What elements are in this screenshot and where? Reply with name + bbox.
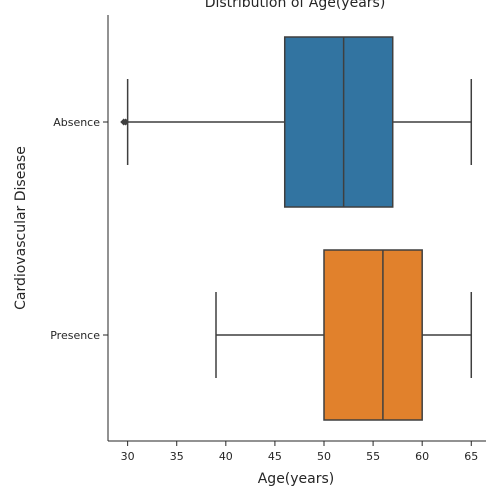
y-axis-label: Cardiovascular Disease xyxy=(13,146,29,310)
x-tick-label: 60 xyxy=(415,450,429,463)
x-tick-label: 40 xyxy=(219,450,233,463)
box-presence xyxy=(215,249,473,421)
iqr-box xyxy=(283,36,394,208)
x-tick-label: 30 xyxy=(121,450,135,463)
chart-title: Distribution of Age(years) xyxy=(205,0,386,11)
y-tick-label: Presence xyxy=(50,329,100,342)
x-tick-label: 65 xyxy=(464,450,478,463)
box-absence xyxy=(120,36,473,208)
x-tick-label: 50 xyxy=(317,450,331,463)
x-tick-label: 45 xyxy=(268,450,282,463)
y-tick-label: Absence xyxy=(53,116,100,129)
x-tick-label: 35 xyxy=(170,450,184,463)
y-ticks: Absence Presence xyxy=(50,116,108,342)
x-tick-label: 55 xyxy=(366,450,380,463)
x-ticks: 30 35 40 45 50 55 60 65 xyxy=(121,441,478,463)
outlier-point xyxy=(122,118,130,126)
plot-area xyxy=(120,36,473,421)
x-axis-label: Age(years) xyxy=(258,471,335,487)
iqr-box xyxy=(323,249,423,421)
